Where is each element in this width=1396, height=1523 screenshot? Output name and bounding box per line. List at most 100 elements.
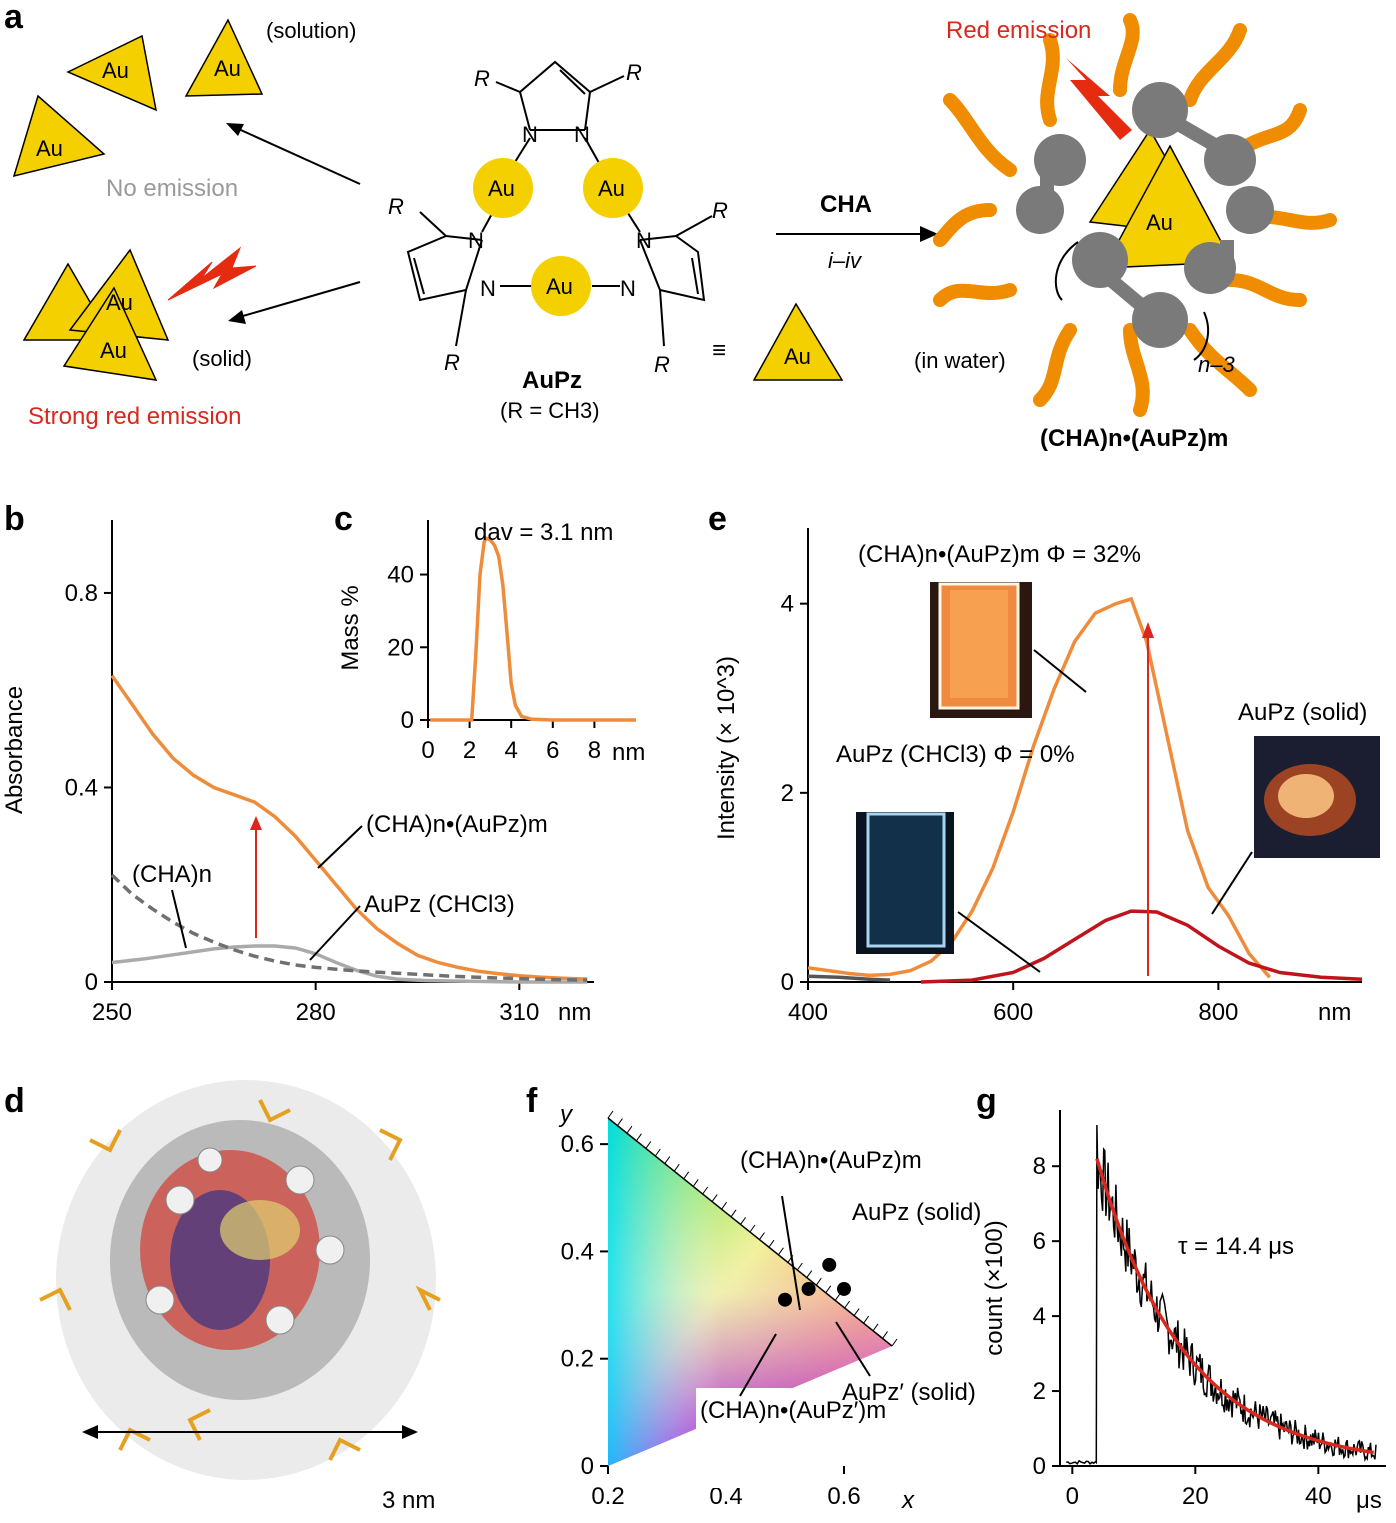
ticks: 0 2 4 6 8 0 20 40 [387,562,601,764]
compound-definition: (R = CH3) [500,398,600,423]
ticks: 250 280 310 0 0.4 0.8 [65,580,540,1026]
y-tick-label: 0 [781,969,794,996]
locus-tick [654,1148,661,1157]
au-atom [473,158,533,218]
locus-tick [815,1277,822,1286]
locus-tick [872,1323,879,1332]
locus-tick [796,1262,803,1271]
au-triangle [1102,144,1234,269]
x-unit-label: μs [1356,1487,1382,1514]
annotation-aupz-chcl3: AuPz (CHCl3) Φ = 0% [836,741,1075,768]
aupz-gold-atoms: Au Au Au [473,158,643,316]
data-point [801,1281,816,1296]
au-atom [531,256,591,316]
solution-label: (solution) [266,18,356,43]
panel-e: e 400 600 800 0 2 4 Intensity (× 10^3) nm (CH… [708,500,1380,1026]
n-minus-3-label: n–3 [1198,352,1235,377]
leader-line [835,1321,871,1377]
bond [559,69,586,95]
locus-tick [673,1163,680,1172]
au-label: Au [546,274,573,299]
series-line [430,535,636,722]
x-axis-label: x [901,1487,915,1514]
locus-tick [635,1133,642,1142]
locus-tick [740,1217,746,1225]
r-label: R [474,66,490,91]
locus-tick [853,1308,860,1316]
leader-line [1033,649,1087,693]
solid-triangles: Au Au [22,248,170,381]
label-aupz-solid: AuPz (solid) [852,1199,981,1226]
au-label: Au [106,290,133,315]
arrowhead [226,123,244,136]
bond [445,235,483,241]
leader-line [309,905,361,961]
locus-tick [711,1194,718,1202]
label-cha-aupz: (CHA)n•(AuPz)m [740,1147,922,1174]
locus-tick [882,1331,888,1339]
au-label: Au [214,56,241,81]
series-line [1066,1124,1377,1465]
points [778,1257,851,1307]
panel-a: a Au Au Au (solution) No emission Au Au … [4,0,1337,452]
y-tick-label: 4 [781,591,794,618]
ticks: 0 20 40 0 2 4 6 8 [1033,1153,1332,1510]
y-tick-label: 0.4 [65,774,98,801]
au-triangle [752,302,844,381]
red-emission-label: Red emission [946,17,1091,44]
y-tick-label: 0 [581,1453,594,1480]
annotation-aupz-solid: AuPz (solid) [1238,699,1367,726]
annotation-cha: (CHA)n [132,861,212,888]
product-label: (CHA)n•(AuPz)m [1040,425,1228,452]
series-line [807,596,1272,979]
panel-label-b: b [4,500,25,538]
x-tick-label: 8 [588,737,601,764]
y-tick-label: 0.4 [561,1238,594,1265]
r-label: R [626,60,642,85]
x-tick-label: 250 [92,999,132,1026]
au-triangle [12,94,106,178]
x-tick-label: 400 [788,999,828,1026]
locus-tick [645,1141,652,1149]
aupz-atom-labels: R R R R R R N N N N N N [388,60,728,377]
x-tick-label: 0 [1066,1483,1079,1510]
photo-aupz-chcl3 [856,812,954,954]
au-label: Au [1146,210,1173,235]
locus-tick [721,1201,728,1210]
x-tick-label: 800 [1198,999,1238,1026]
molecular-model-image [39,1080,441,1480]
arrow-solid [235,281,361,319]
bracket-left [1054,241,1079,301]
series-line [110,674,588,981]
au-label: Au [784,344,811,369]
x-tick-label: 310 [499,999,539,1026]
pyrazole-ring [518,60,592,131]
x-tick-label: 0 [421,737,434,764]
panel-c: c 0 2 4 6 8 0 20 40 Mass % nm dav = 3.1 nm [334,500,645,766]
polymer-complex: Au [933,13,1337,417]
n-label: N [636,228,652,253]
x-tick-label: 20 [1182,1483,1209,1510]
locus-tick [749,1224,756,1233]
x-tick-label: 280 [296,999,336,1026]
locus-tick [806,1270,813,1278]
label-box [696,1388,828,1488]
panel-label-f: f [526,1082,538,1120]
x-tick-label: 40 [1305,1483,1332,1510]
leader-line [171,889,187,949]
locus-tick [759,1232,765,1240]
locus-tick [607,1110,614,1119]
annotation-aupz: AuPz (CHCl3) [364,891,515,918]
label-cha-aupz-prime: (CHA)n•(AuPz′)m [700,1397,886,1424]
r-label: R [654,352,670,377]
series-line [920,909,1363,984]
x-unit-label: nm [1318,999,1351,1026]
y-tick-label: 20 [387,634,414,661]
leader-line [781,1195,801,1311]
photo-cha-aupz [930,582,1032,718]
leader-line [957,911,1041,973]
bond [675,215,713,237]
y-axis-label: count (×100) [981,1220,1008,1355]
annotation-cha-aupz: (CHA)n•(AuPz)m [366,811,548,838]
